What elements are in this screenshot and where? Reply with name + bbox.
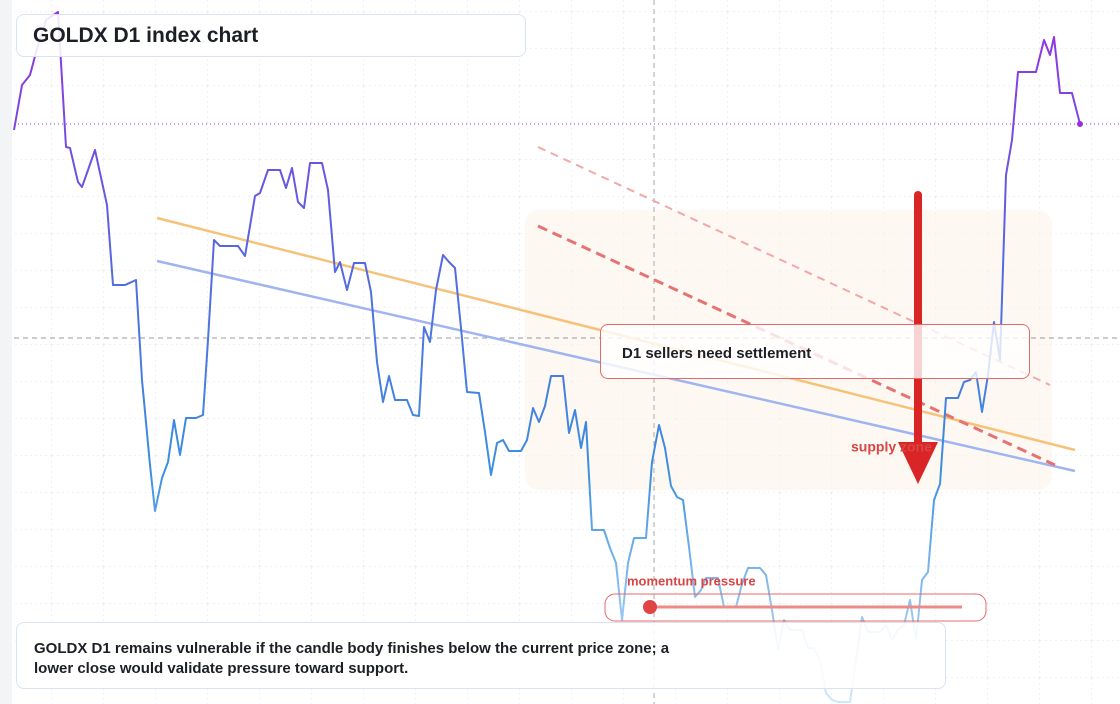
chart-title: GOLDX D1 index chart xyxy=(16,14,526,57)
note-text: GOLDX D1 remains vulnerable if the candl… xyxy=(34,640,670,677)
momentum-box xyxy=(604,593,987,622)
last-price-dot xyxy=(1077,121,1083,127)
supply-zone-label: supply zone xyxy=(851,439,932,455)
momentum-dot xyxy=(643,600,657,614)
note-box: GOLDX D1 remains vulnerable if the candl… xyxy=(16,622,946,689)
arrow-head xyxy=(898,442,938,484)
trendline-red-light xyxy=(537,146,1051,386)
momentum-label: momentum pressure xyxy=(627,573,756,588)
side-bar xyxy=(0,0,12,704)
annotation-box: D1 sellers need settlement xyxy=(600,324,1030,379)
